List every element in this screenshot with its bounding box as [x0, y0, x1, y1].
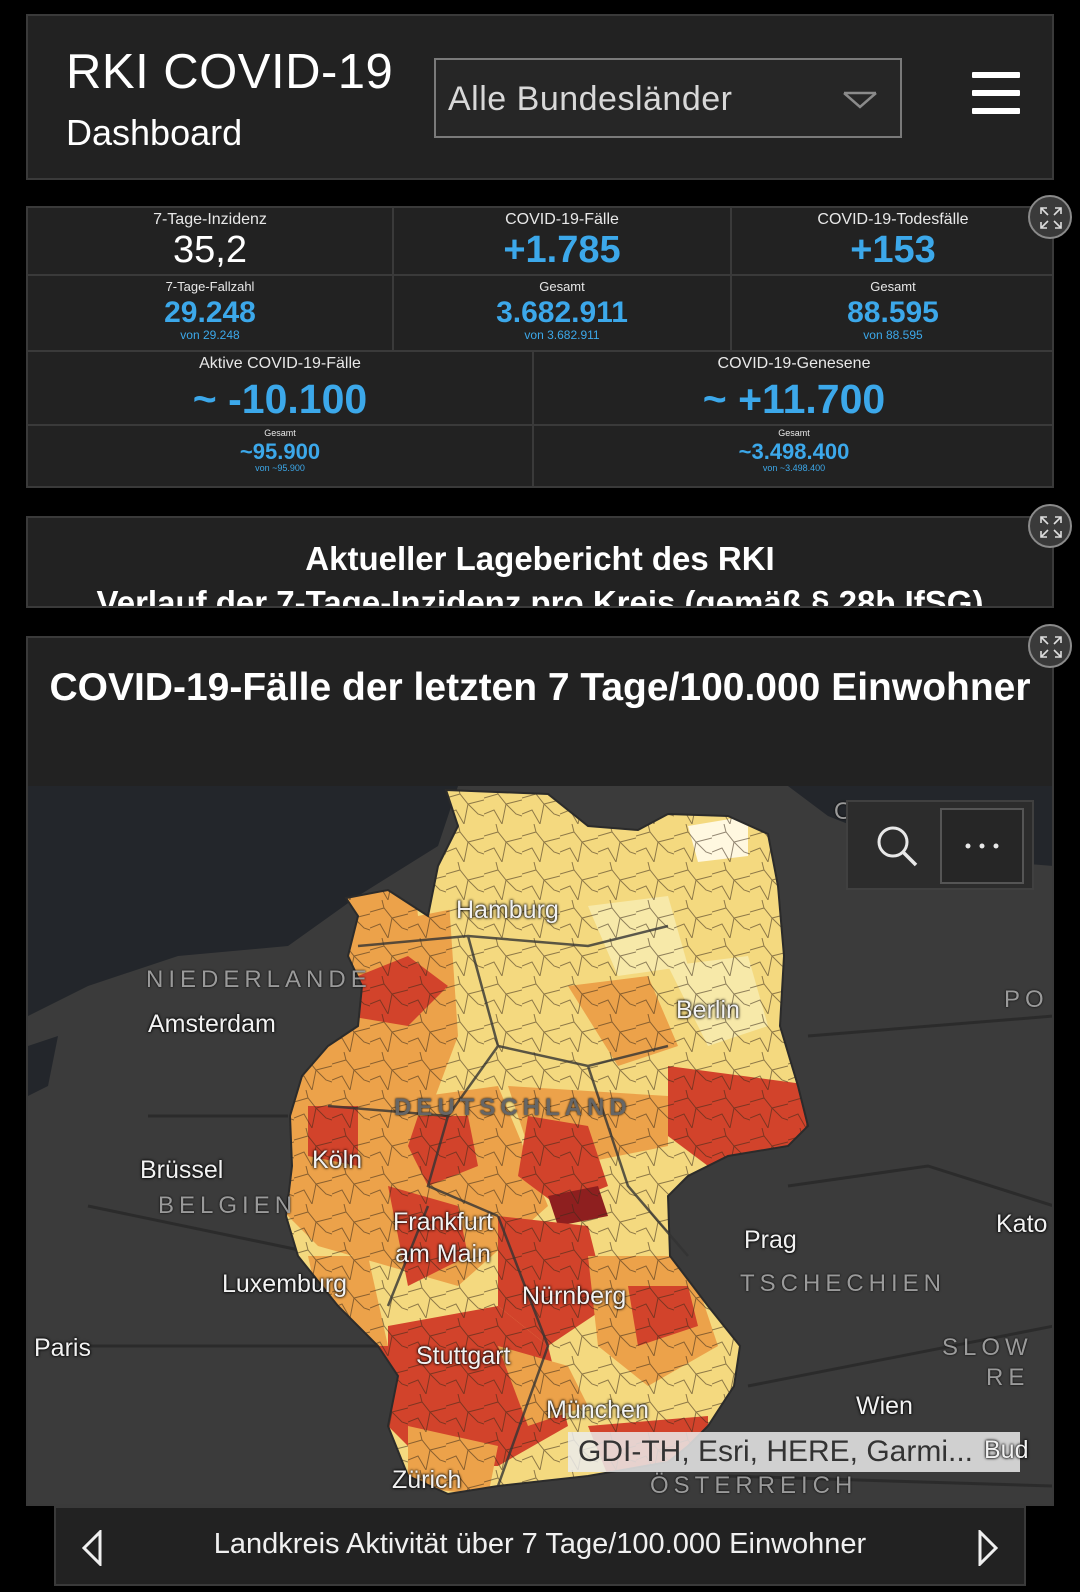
chevron-down-icon [843, 91, 877, 109]
expand-report-icon[interactable] [1028, 504, 1072, 548]
map-toolbar [846, 800, 1034, 890]
incidence-map-panel: COVID-19-Fälle der letzten 7 Tage/100.00… [26, 636, 1054, 1506]
place-amsterdam: Amsterdam [148, 1010, 276, 1038]
country-deutschland: DEUTSCHLAND [394, 1094, 632, 1121]
app-title: RKI COVID-19 [66, 45, 394, 99]
stats-grid: 7-Tage-Inzidenz 35,2 COVID-19-Fälle +1.7… [26, 206, 1054, 488]
dashboard-header: RKI COVID-19 Dashboard Alle Bundesländer [26, 14, 1054, 180]
map-canvas [28, 786, 1052, 1504]
country-ungarn-partial: RE [986, 1364, 1030, 1391]
weekly-cases-value: 29.248 [164, 296, 256, 329]
deaths-total-cell: Gesamt 88.595 von 88.595 [732, 276, 1054, 352]
place-wien: Wien [856, 1392, 913, 1420]
deaths-value: +153 [850, 229, 936, 271]
map-attribution-text: GDI-TH, Esri, HERE, Garmi... [578, 1435, 974, 1468]
place-nuernberg: Nürnberg [522, 1282, 627, 1310]
place-kato: Kato [996, 1210, 1048, 1238]
map-search-button[interactable] [856, 808, 940, 884]
place-koeln: Köln [312, 1146, 363, 1174]
cases-value: +1.785 [503, 229, 621, 271]
prev-arrow-icon[interactable] [80, 1530, 104, 1566]
incidence-map[interactable]: Osts Hamburg NIEDERLANDE Amsterdam Berli… [28, 786, 1052, 1504]
place-budapest-partial: Bud [984, 1436, 1029, 1464]
place-frankfurt: Frankfurt am Main [392, 1208, 494, 1268]
cases-total-value: 3.682.911 [496, 296, 628, 329]
country-oesterreich: ÖSTERREICH [650, 1472, 858, 1499]
report-subtitle: Verlauf der 7-Tage-Inzidenz pro Kreis (g… [96, 584, 984, 608]
recovered-label: COVID-19-Genesene [717, 355, 871, 372]
deaths-cell: COVID-19-Todesfälle +153 [732, 208, 1054, 276]
recovered-cell: COVID-19-Genesene ~ +11.700 [534, 352, 1054, 426]
cases-total-cell: Gesamt 3.682.911 von 3.682.911 [394, 276, 732, 352]
country-slowakei: SLOW [942, 1334, 1033, 1361]
map-title: COVID-19-Fälle der letzten 7 Tage/100.00… [49, 666, 1031, 709]
map-caption-bar: Landkreis Aktivität über 7 Tage/100.000 … [54, 1506, 1026, 1586]
active-total-value: ~95.900 [239, 439, 321, 464]
next-arrow-icon[interactable] [976, 1530, 1000, 1566]
deaths-total-sub: von 88.595 [863, 328, 923, 342]
active-total-label: Gesamt [264, 428, 296, 438]
search-icon [877, 826, 918, 867]
incidence-cell: 7-Tage-Inzidenz 35,2 [28, 208, 394, 276]
cases-cell: COVID-19-Fälle +1.785 [394, 208, 732, 276]
deaths-label: COVID-19-Todesfälle [817, 211, 969, 228]
recovered-total-label: Gesamt [778, 428, 810, 438]
country-polen: PO [1004, 986, 1049, 1013]
map-more-button[interactable] [940, 808, 1024, 884]
place-prag: Prag [744, 1226, 797, 1254]
incidence-value: 35,2 [173, 229, 247, 271]
country-belgien: BELGIEN [158, 1192, 298, 1219]
expand-map-icon[interactable] [1028, 624, 1072, 668]
place-zuerich: Zürich [392, 1466, 462, 1494]
expand-stats-icon[interactable] [1028, 195, 1072, 239]
deaths-total-label: Gesamt [870, 279, 916, 294]
map-attribution[interactable]: GDI-TH, Esri, HERE, Garmi... [568, 1432, 1020, 1472]
map-caption-text: Landkreis Aktivität über 7 Tage/100.000 … [213, 1528, 867, 1560]
weekly-cases-label: 7-Tage-Fallzahl [165, 279, 255, 294]
cases-total-sub: von 3.682.911 [524, 328, 600, 342]
weekly-cases-sub: von 29.248 [180, 328, 240, 342]
cases-label: COVID-19-Fälle [505, 211, 619, 228]
recovered-total-sub: von ~3.498.400 [762, 463, 826, 473]
place-luxemburg: Luxemburg [222, 1270, 348, 1298]
weekly-cases-cell: 7-Tage-Fallzahl 29.248 von 29.248 [28, 276, 394, 352]
cases-total-label: Gesamt [539, 279, 585, 294]
recovered-value: ~ +11.700 [702, 376, 886, 422]
place-stuttgart: Stuttgart [416, 1342, 511, 1370]
region-select-value: Alle Bundesländer [448, 80, 733, 118]
more-options-icon [965, 843, 999, 849]
country-niederlande: NIEDERLANDE [146, 966, 372, 993]
active-cell: Aktive COVID-19-Fälle ~ -10.100 [28, 352, 534, 426]
deaths-total-value: 88.595 [847, 296, 939, 329]
incidence-label: 7-Tage-Inzidenz [153, 211, 267, 228]
recovered-total-value: ~3.498.400 [738, 439, 850, 464]
situation-report-panel[interactable]: Aktueller Lagebericht des RKI Verlauf de… [26, 516, 1054, 608]
place-hamburg: Hamburg [456, 896, 559, 924]
country-tschechien: TSCHECHIEN [740, 1270, 947, 1297]
app-subtitle: Dashboard [66, 112, 243, 153]
place-paris: Paris [34, 1334, 91, 1362]
recovered-total-cell: Gesamt ~3.498.400 von ~3.498.400 [534, 426, 1054, 486]
active-total-cell: Gesamt ~95.900 von ~95.900 [28, 426, 534, 486]
report-title: Aktueller Lagebericht des RKI [305, 540, 775, 577]
place-muenchen: München [546, 1396, 649, 1424]
place-bruessel: Brüssel [140, 1156, 224, 1184]
region-select[interactable]: Alle Bundesländer [434, 58, 902, 138]
active-total-sub: von ~95.900 [255, 463, 305, 473]
place-berlin: Berlin [676, 996, 740, 1024]
hamburger-menu-icon[interactable] [972, 72, 1020, 118]
active-label: Aktive COVID-19-Fälle [199, 355, 361, 372]
active-value: ~ -10.100 [192, 376, 368, 422]
